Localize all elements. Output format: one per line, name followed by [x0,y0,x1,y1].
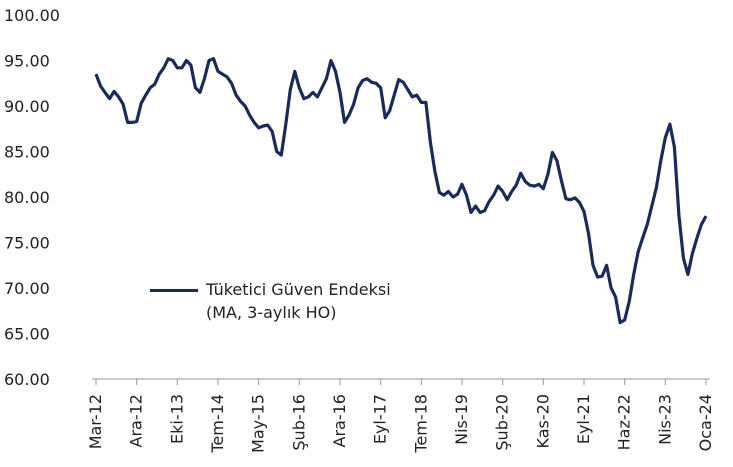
x-tick-label: Tem-14 [208,394,227,454]
x-tick-label: Nis-23 [655,394,674,445]
y-tick-label: 60.00 [4,370,50,389]
x-tick-label: Kas-20 [533,394,552,448]
legend-swatch [150,289,198,292]
x-tick-label: Nis-19 [452,394,471,445]
x-tick-label: Şub-16 [289,394,308,451]
x-tick-label: Tem-18 [411,394,430,454]
legend: Tüketici Güven Endeksi (MA, 3-aylık HO) [150,278,406,324]
data-line [94,57,708,325]
legend-label: Tüketici Güven Endeksi (MA, 3-aylık HO) [206,280,391,322]
y-tick-label: 85.00 [4,143,50,162]
y-tick-label: 90.00 [4,97,50,116]
y-tick-label: 70.00 [4,279,50,298]
y-tick-label: 95.00 [4,52,50,71]
y-tick-label: 75.00 [4,234,50,253]
x-tick-label: Mar-12 [86,394,105,449]
y-tick-label: 100.00 [4,6,60,25]
x-tick-label: May-15 [249,394,268,453]
x-tick-label: Eki-13 [167,394,186,444]
x-tick-label: Haz-22 [615,394,634,450]
x-tick-label: Ara-16 [330,394,349,447]
x-tick-label: Ara-12 [127,394,146,447]
y-tick-label: 65.00 [4,325,50,344]
x-tick-label: Oca-24 [696,394,715,451]
x-tick-label: Eyl-21 [574,394,593,444]
x-tick-label: Şub-20 [493,394,512,451]
y-tick-label: 80.00 [4,188,50,207]
x-tick-label: Eyl-17 [371,394,390,444]
